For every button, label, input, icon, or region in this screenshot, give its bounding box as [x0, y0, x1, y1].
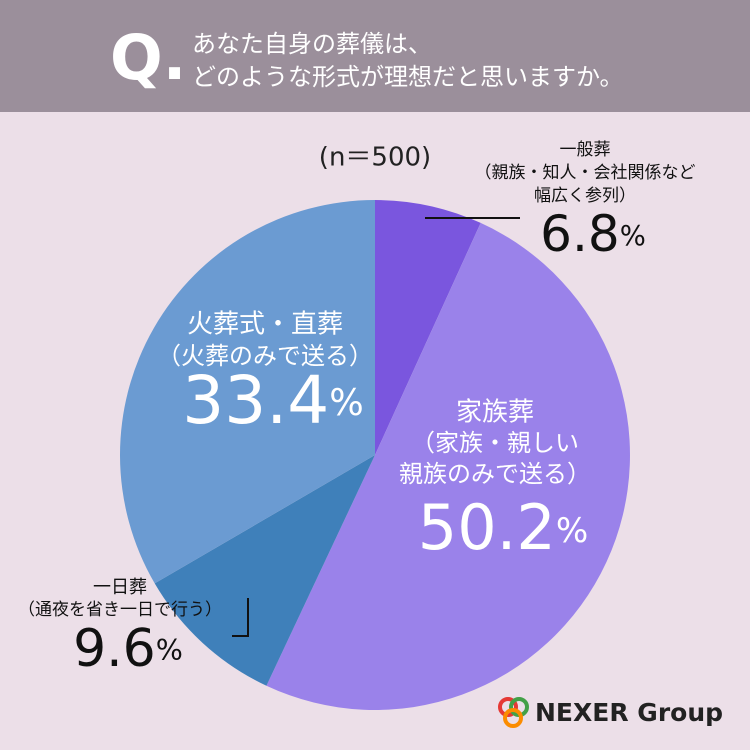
category-note: 親族のみで送る）	[399, 460, 591, 488]
pie-slice	[154, 455, 375, 686]
category-note: 幅広く参列）	[534, 186, 636, 206]
value-number: 50.2	[418, 491, 556, 564]
category-label: 家族葬	[456, 398, 534, 428]
leader-line	[232, 598, 249, 637]
header-band	[0, 0, 750, 112]
category-note: （火葬のみで送る）	[157, 342, 373, 370]
pie	[119, 200, 630, 710]
pie-slice	[266, 222, 630, 710]
pie-slice	[375, 200, 481, 455]
logo-icon	[498, 697, 529, 728]
category-note: （家族・親しい	[411, 429, 579, 457]
logo: NEXER Group	[535, 698, 723, 727]
value-unit: %	[329, 381, 364, 424]
value-unit: %	[156, 633, 183, 667]
value-label: 50.2%	[418, 491, 588, 564]
value-label: 6.8%	[540, 205, 646, 263]
value-unit: %	[556, 511, 588, 551]
question-line: どのような形式が理想だと思いますか。	[192, 63, 624, 91]
category-label: 火葬式・直葬	[187, 310, 343, 340]
value-label: 9.6%	[73, 619, 183, 679]
category-note: （通夜を省き一日で行う）	[18, 600, 222, 620]
category-note: （親族・知人・会社関係など	[475, 163, 696, 183]
category-label: 一般葬	[560, 140, 611, 160]
value-number: 9.6	[73, 619, 156, 679]
value-unit: %	[620, 220, 646, 252]
value-number: 33.4	[182, 362, 329, 439]
pie-slice	[119, 200, 375, 584]
value-label: 33.4%	[182, 362, 363, 439]
sample-size: (n＝500)	[319, 143, 431, 173]
q-mark: Q.	[110, 21, 186, 94]
question-line: あなた自身の葬儀は、	[192, 30, 432, 58]
category-label: 一日葬	[93, 577, 147, 598]
value-number: 6.8	[540, 205, 620, 263]
